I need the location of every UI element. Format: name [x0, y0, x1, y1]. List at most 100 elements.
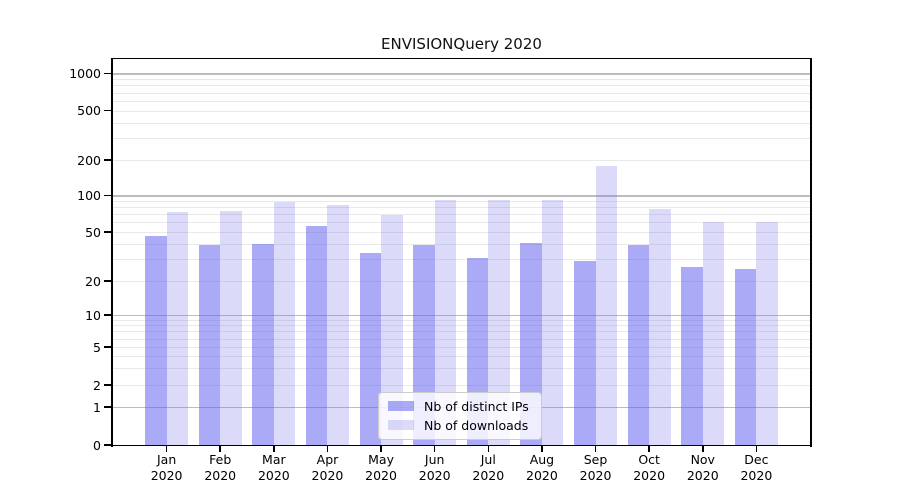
- x-tick-year: 2020: [740, 468, 773, 483]
- major-gridline: [113, 314, 810, 317]
- minor-gridline: [113, 214, 810, 216]
- minor-gridline: [113, 232, 810, 233]
- bar-distinct-ips-may: [359, 252, 382, 445]
- x-tick-label: Sep 2020: [564, 452, 628, 484]
- x-tick-year: 2020: [204, 468, 237, 483]
- x-tick-label: Feb 2020: [188, 452, 252, 484]
- x-tick-mark: [380, 446, 382, 452]
- bar-downloads-aug: [541, 200, 564, 445]
- minor-gridline: [113, 385, 810, 386]
- minor-gridline: [113, 222, 810, 224]
- y-tick-label: 10: [85, 307, 101, 323]
- x-tick-label: Jan 2020: [135, 452, 199, 484]
- y-tick-label: 200: [77, 152, 101, 168]
- bar-downloads-nov: [702, 221, 725, 445]
- y-tick-mark: [104, 384, 112, 386]
- x-tick-label: Nov 2020: [671, 452, 735, 484]
- plot-area: Nb of distinct IPs Nb of downloads: [113, 60, 810, 446]
- bar-distinct-ips-sep: [574, 261, 596, 445]
- minor-gridline: [113, 201, 810, 203]
- x-tick-year: 2020: [526, 468, 558, 483]
- legend-swatch-downloads: [388, 420, 414, 430]
- y-tick-mark: [104, 314, 112, 316]
- bar-downloads-oct: [649, 208, 671, 445]
- x-tick-year: 2020: [150, 468, 183, 483]
- x-tick-year: 2020: [472, 468, 505, 483]
- y-tick-label: 1000: [69, 66, 101, 81]
- x-tick-mark: [165, 446, 168, 452]
- bar-distinct-ips-jan: [145, 236, 167, 445]
- x-tick-label: Oct 2020: [617, 452, 681, 484]
- y-tick-mark: [104, 406, 112, 408]
- chart-title: ENVISIONQuery 2020: [381, 35, 542, 53]
- bar-distinct-ips-apr: [305, 226, 328, 445]
- bar-downloads-jan: [166, 212, 189, 445]
- bar-downloads-mar: [273, 201, 296, 445]
- x-tick-label: Jul 2020: [456, 452, 520, 484]
- minor-gridline: [113, 122, 810, 124]
- x-tick-mark: [326, 446, 329, 452]
- y-tick-label: 0: [93, 437, 101, 453]
- minor-gridline: [113, 100, 810, 102]
- y-tick-label: 5: [93, 339, 101, 355]
- minor-gridline: [113, 207, 810, 209]
- x-tick-month: Oct: [638, 452, 660, 467]
- y-tick-label: 50: [85, 224, 101, 240]
- y-tick-mark: [104, 231, 112, 233]
- legend-row-distinct-ips: Nb of distinct IPs: [388, 399, 529, 414]
- bar-distinct-ips-oct: [627, 245, 650, 445]
- bar-downloads-apr: [327, 204, 349, 445]
- minor-gridline: [113, 356, 810, 358]
- minor-gridline: [113, 325, 810, 327]
- bar-downloads-feb: [220, 211, 242, 445]
- top-spine: [111, 57, 812, 60]
- minor-gridline: [113, 338, 810, 340]
- major-gridline: [113, 195, 810, 197]
- minor-gridline: [113, 331, 810, 333]
- x-tick-month: Jan: [156, 452, 177, 467]
- x-tick-mark: [487, 446, 490, 452]
- y-tick-label: 2: [93, 377, 101, 393]
- x-tick-label: Apr 2020: [295, 452, 359, 484]
- bar-distinct-ips-feb: [198, 245, 221, 445]
- x-tick-mark: [541, 446, 543, 452]
- bar-downloads-jun: [434, 199, 457, 445]
- left-spine: [111, 57, 113, 447]
- x-tick-label: Dec 2020: [724, 452, 788, 484]
- x-tick-month: Jul: [480, 452, 496, 467]
- minor-gridline: [113, 319, 810, 321]
- x-tick-mark: [648, 446, 650, 452]
- bar-distinct-ips-dec: [734, 269, 757, 445]
- x-tick-label: Mar 2020: [242, 452, 306, 484]
- y-tick-mark: [104, 280, 112, 282]
- minor-gridline: [113, 243, 810, 245]
- legend-swatch-distinct-ips: [388, 401, 414, 411]
- x-tick-month: Dec: [744, 452, 769, 467]
- x-tick-month: Feb: [209, 452, 232, 467]
- x-tick-month: Nov: [690, 452, 715, 467]
- minor-gridline: [113, 138, 810, 140]
- x-tick-month: Mar: [262, 452, 286, 467]
- x-tick-label: Jun 2020: [403, 452, 467, 484]
- x-tick-mark: [219, 446, 221, 452]
- y-tick-mark: [104, 346, 112, 348]
- x-tick-year: 2020: [633, 468, 666, 483]
- y-tick-label: 500: [77, 103, 101, 118]
- legend-label-distinct-ips: Nb of distinct IPs: [424, 398, 529, 414]
- bar-downloads-may: [381, 215, 403, 445]
- minor-gridline: [113, 368, 810, 370]
- x-tick-label: Aug 2020: [510, 452, 574, 484]
- minor-gridline: [113, 259, 810, 261]
- y-tick-mark: [104, 109, 112, 112]
- x-tick-mark: [433, 446, 436, 452]
- y-tick-mark: [104, 159, 112, 161]
- y-tick-mark: [104, 444, 112, 446]
- major-gridline: [113, 73, 810, 75]
- bottom-spine: [111, 444, 812, 447]
- minor-gridline: [113, 79, 810, 81]
- right-spine: [810, 57, 812, 447]
- x-tick-month: Jun: [424, 452, 445, 467]
- legend-label-downloads: Nb of downloads: [424, 417, 529, 433]
- bar-downloads-sep: [595, 165, 618, 445]
